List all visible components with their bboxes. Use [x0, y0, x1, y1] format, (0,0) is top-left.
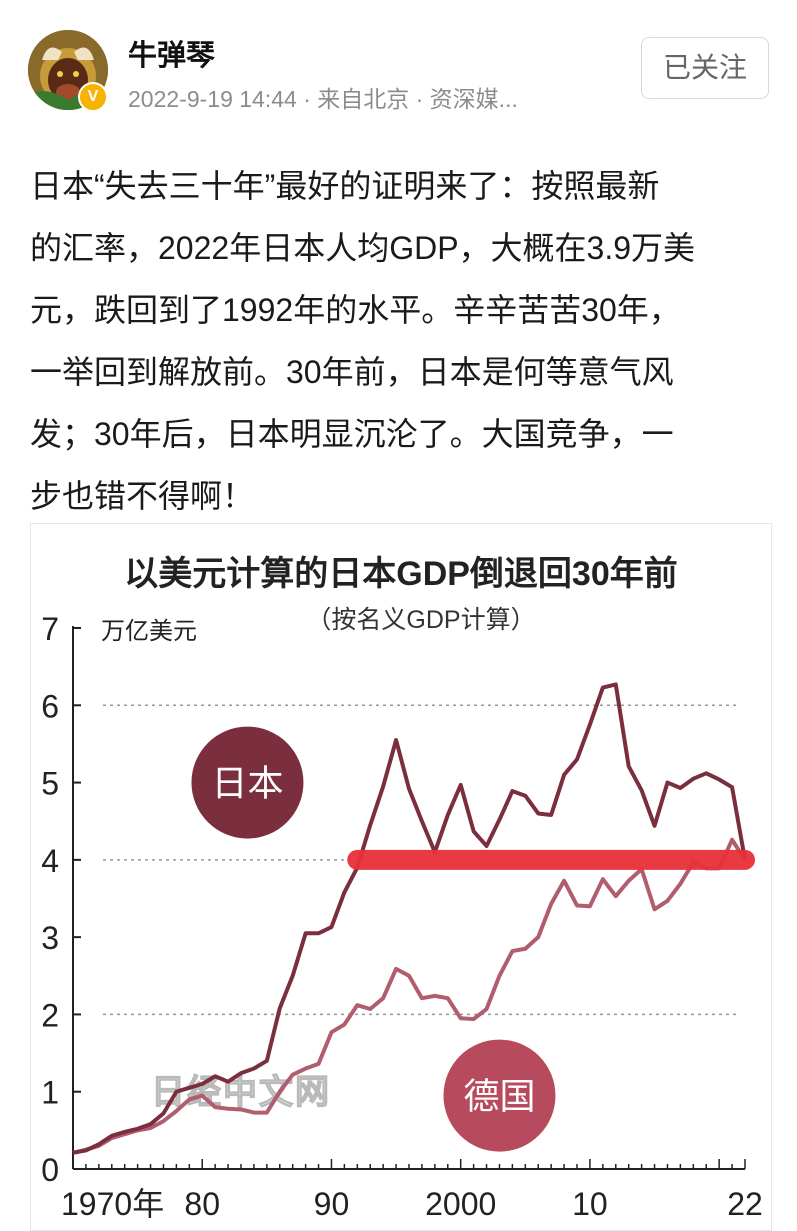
- verified-badge-icon: V: [78, 82, 108, 112]
- post-text-line: 元，跌回到了1992年的水平。辛辛苦苦30年，: [30, 292, 681, 328]
- x-tick-label: 90: [314, 1186, 350, 1222]
- x-tick-label: 10: [572, 1186, 608, 1222]
- post-text-line: 发；30年后，日本明显沉沦了。大国竞争，一: [30, 416, 674, 452]
- follow-button[interactable]: 已关注: [641, 37, 769, 99]
- legend-bubble-japan: [191, 726, 304, 839]
- y-tick-label: 5: [41, 766, 59, 802]
- chart-title: 以美元计算的日本GDP倒退回30年前: [124, 555, 678, 593]
- y-tick-label: 0: [41, 1152, 59, 1188]
- legend-bubble-germany: [443, 1039, 556, 1152]
- x-tick-label: 1970年: [61, 1186, 164, 1222]
- x-tick-label: 80: [184, 1186, 220, 1222]
- x-tick-label: 22: [727, 1186, 763, 1222]
- y-tick-label: 1: [41, 1075, 59, 1111]
- chart-subtitle: （按名义GDP计算）: [306, 606, 536, 634]
- y-tick-label: 6: [41, 688, 59, 724]
- post-body: 日本“失去三十年”最好的证明来了：按照最新 的汇率，2022年日本人均GDP，大…: [30, 155, 775, 527]
- post-image-chart[interactable]: 0 1 2 3 4 5 6 7 万亿美元 1970年 80 90 2000 10 22 日经中文网 日本 德国 以…: [30, 523, 772, 1231]
- post-meta: 2022-9-19 14:44 · 来自北京 · 资深媒...: [128, 86, 518, 112]
- post-text-line: 步也错不得啊！: [30, 478, 255, 514]
- legend-label-japan: 日本: [211, 764, 283, 805]
- y-tick-label: 4: [41, 843, 59, 879]
- y-tick-label: 7: [41, 611, 59, 647]
- series-line-japan: [72, 682, 747, 1155]
- post-text-line: 的汇率，2022年日本人均GDP，大概在3.9万美: [30, 230, 696, 266]
- post-text-line: 日本“失去三十年”最好的证明来了：按照最新: [30, 168, 660, 204]
- legend-label-germany: 德国: [463, 1077, 535, 1118]
- post-text-line: 一举回到解放前。30年前，日本是何等意气风: [30, 354, 674, 390]
- y-tick-label: 2: [41, 997, 59, 1033]
- x-tick-label: 2000: [425, 1186, 496, 1222]
- y-tick-label: 3: [41, 920, 59, 956]
- y-axis-unit-label: 万亿美元: [101, 617, 197, 645]
- series-line-germany: [72, 837, 747, 1155]
- post-header: V 牛弹琴 2022-9-19 14:44 · 来自北京 · 资深媒... 已关…: [0, 0, 797, 130]
- author-name[interactable]: 牛弹琴: [128, 40, 216, 72]
